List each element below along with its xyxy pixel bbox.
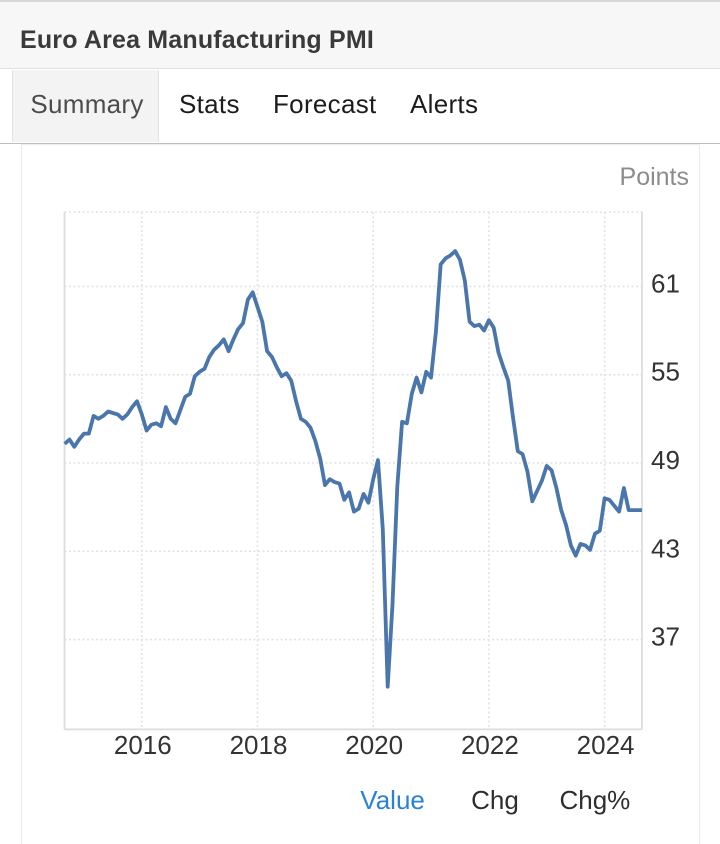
svg-text:Chg%: Chg% bbox=[559, 785, 630, 815]
svg-text:61: 61 bbox=[651, 268, 680, 298]
svg-text:Chg: Chg bbox=[471, 785, 519, 815]
svg-text:43: 43 bbox=[651, 533, 680, 563]
svg-text:2020: 2020 bbox=[345, 730, 403, 760]
svg-text:Value: Value bbox=[360, 785, 425, 815]
svg-text:2022: 2022 bbox=[461, 730, 519, 760]
svg-text:2024: 2024 bbox=[577, 730, 635, 760]
svg-text:Points: Points bbox=[620, 163, 689, 191]
svg-text:37: 37 bbox=[651, 622, 680, 652]
svg-text:2016: 2016 bbox=[114, 730, 172, 760]
svg-text:49: 49 bbox=[651, 445, 680, 475]
svg-text:55: 55 bbox=[651, 357, 680, 387]
svg-text:2018: 2018 bbox=[230, 730, 288, 760]
